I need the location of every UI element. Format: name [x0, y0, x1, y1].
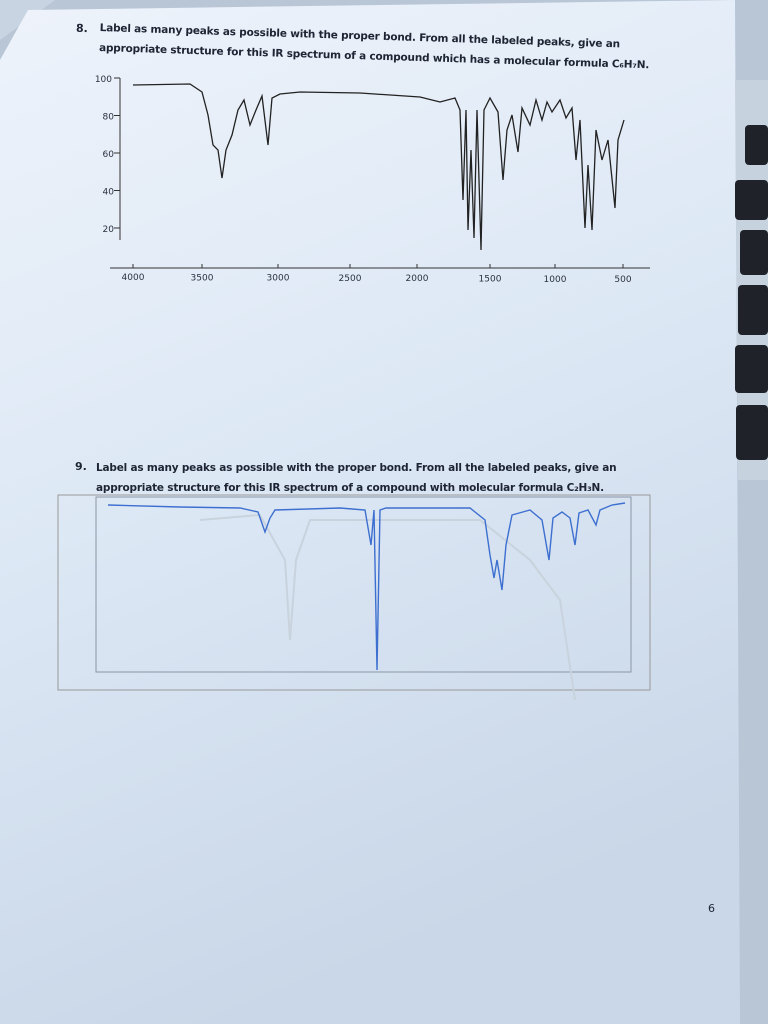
x-tick-label: 2000: [406, 274, 429, 284]
plot-frame: [95, 496, 632, 673]
x-tick-label: 1500: [479, 275, 502, 285]
x-tick-label: 3500: [191, 273, 214, 283]
y-tick-label: 100: [95, 75, 112, 85]
x-tick-label: 4000: [122, 273, 145, 283]
page-number: 6: [708, 902, 715, 915]
spectrum-1: [110, 78, 650, 269]
question-text: Label as many peaks as possible with the…: [96, 462, 617, 494]
y-tick-label: 40: [103, 188, 115, 198]
y-tick-label: 80: [103, 113, 115, 123]
spectrum-trace: [107, 502, 626, 671]
x-tick-label: 3000: [267, 274, 290, 284]
paper: [0, 0, 740, 1024]
spectrum-trace: [132, 83, 625, 251]
x-tick-label: 2500: [339, 274, 362, 284]
outer-frame: [57, 494, 651, 691]
question-number: 8.: [75, 21, 89, 36]
x-tick-label: 500: [614, 275, 631, 285]
y-tick-label: 60: [103, 150, 115, 160]
bleed-through: [199, 513, 576, 701]
x-tick-label: 1000: [544, 275, 567, 285]
question-number: 9.: [75, 460, 87, 473]
spectrum-2: [57, 494, 651, 701]
keys: [735, 125, 768, 460]
y-tick-label: 20: [103, 225, 115, 235]
